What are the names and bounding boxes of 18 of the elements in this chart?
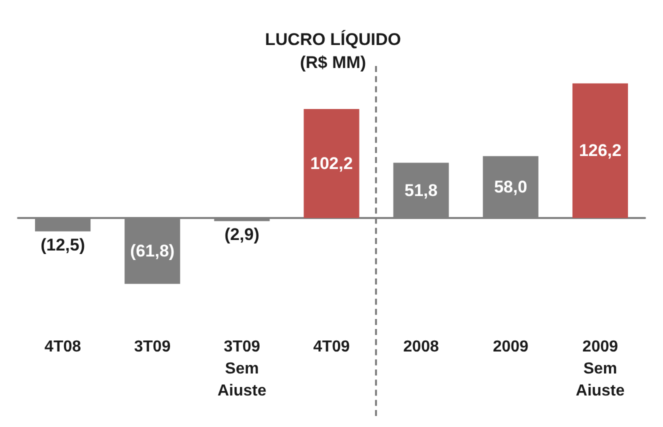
bar <box>304 108 360 218</box>
data-label: (2,9) <box>224 225 260 244</box>
data-label: 51,8 <box>404 180 438 200</box>
x-tick-label: 2008 <box>403 338 439 356</box>
x-tick-label: 2009 <box>492 338 529 356</box>
bar <box>572 83 628 218</box>
chart-subtitle: (R$ MM) <box>300 53 366 72</box>
chart-title: LUCRO LÍQUIDO <box>265 29 401 49</box>
data-label: 126,2 <box>578 141 622 160</box>
data-label: (12,5) <box>40 235 85 254</box>
data-label: 102,2 <box>310 154 353 173</box>
x-tick-label: 4T08 <box>44 338 82 356</box>
x-tick-label: 3T09 <box>134 338 171 356</box>
x-tick-label: 2009 Sem Aiuste <box>576 338 625 400</box>
data-label: (61,8) <box>130 241 175 260</box>
x-tick-label: 4T09 <box>313 338 350 356</box>
data-label: 58,0 <box>494 178 528 197</box>
x-tick-label: 3T09 Sem Aiuste <box>217 338 266 400</box>
